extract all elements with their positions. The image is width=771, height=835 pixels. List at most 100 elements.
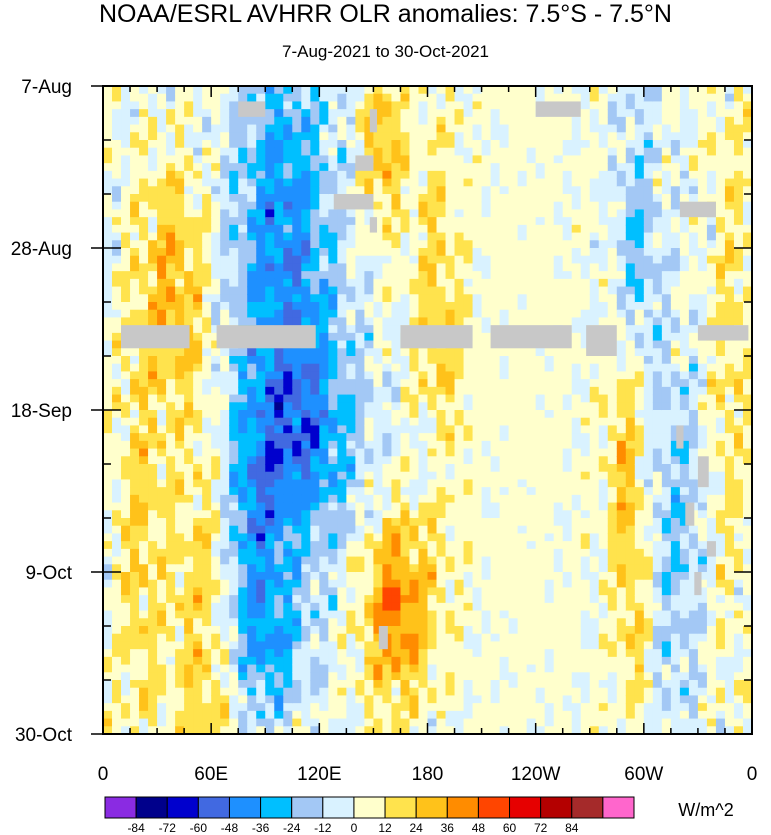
- heatmap-cell: [175, 155, 185, 164]
- heatmap-cell: [454, 464, 465, 473]
- heatmap-cell: [265, 309, 275, 319]
- heatmap-cell: [589, 464, 600, 473]
- heatmap-cell: [364, 248, 375, 257]
- heatmap-cell: [202, 194, 212, 203]
- heatmap-cell: [517, 170, 528, 180]
- heatmap-cell: [220, 471, 230, 481]
- heatmap-cell: [274, 363, 284, 373]
- heatmap-cell: [148, 618, 158, 627]
- heatmap-cell: [382, 695, 393, 704]
- heatmap-cell: [256, 116, 266, 126]
- heatmap-cell: [481, 464, 492, 473]
- heatmap-cell: [400, 271, 411, 280]
- heatmap-cell: [112, 186, 122, 195]
- heatmap-cell: [553, 703, 564, 712]
- heatmap-cell: [373, 124, 384, 133]
- heatmap-cell: [544, 687, 555, 697]
- heatmap-cell: [364, 394, 375, 403]
- heatmap-cell: [535, 533, 546, 542]
- heatmap-cell: [535, 618, 546, 627]
- heatmap-cell: [490, 579, 501, 589]
- heatmap-cell: [247, 556, 257, 565]
- heatmap-cell: [598, 464, 609, 473]
- heatmap-cell: [472, 402, 483, 411]
- heatmap-cell: [427, 680, 438, 689]
- heatmap-cell: [580, 641, 591, 650]
- heatmap-cell: [166, 587, 176, 596]
- heatmap-cell: [211, 726, 221, 734]
- heatmap-cell: [112, 471, 122, 481]
- heatmap-cell: [247, 641, 257, 650]
- heatmap-cell: [211, 533, 221, 542]
- heatmap-cell: [346, 248, 356, 257]
- heatmap-cell: [382, 687, 393, 697]
- heatmap-cell: [571, 672, 582, 681]
- heatmap-cell: [436, 294, 447, 303]
- heatmap-cell: [139, 641, 149, 650]
- heatmap-cell: [112, 132, 122, 141]
- heatmap-cell: [319, 379, 329, 388]
- heatmap-cell: [310, 710, 320, 720]
- heatmap-cell: [373, 572, 384, 581]
- heatmap-cell: [535, 518, 546, 527]
- heatmap-cell: [238, 317, 248, 326]
- heatmap-cell: [535, 286, 546, 295]
- heatmap-cell: [535, 386, 546, 396]
- heatmap-cell: [553, 178, 564, 187]
- heatmap-cell: [274, 510, 284, 519]
- heatmap-cell: [121, 271, 131, 280]
- heatmap-cell: [139, 494, 149, 504]
- heatmap-cell: [292, 641, 302, 650]
- heatmap-cell: [193, 248, 203, 257]
- heatmap-cell: [409, 178, 420, 187]
- heatmap-cell: [130, 302, 140, 311]
- heatmap-cell: [499, 317, 510, 326]
- heatmap-cell: [607, 286, 618, 295]
- heatmap-cell: [229, 556, 239, 565]
- heatmap-cell: [220, 556, 230, 565]
- heatmap-cell: [274, 356, 284, 365]
- heatmap-cell: [121, 695, 131, 704]
- heatmap-cell: [445, 124, 456, 133]
- heatmap-cell: [292, 471, 302, 481]
- heatmap-cell: [193, 579, 203, 589]
- heatmap-cell: [508, 579, 519, 589]
- heatmap-cell: [391, 672, 402, 681]
- heatmap-cell: [373, 394, 384, 403]
- heatmap-cell: [256, 155, 266, 164]
- heatmap-cell: [319, 309, 329, 319]
- heatmap-cell: [130, 464, 140, 473]
- heatmap-cell: [490, 440, 501, 450]
- heatmap-cell: [103, 140, 113, 149]
- heatmap-cell: [346, 687, 356, 697]
- heatmap-cell: [337, 456, 347, 465]
- heatmap-cell: [508, 687, 519, 697]
- heatmap-cell: [544, 641, 555, 650]
- heatmap-cell: [139, 440, 149, 450]
- heatmap-cell: [490, 479, 501, 488]
- heatmap-cell: [319, 325, 329, 334]
- heatmap-cell: [301, 525, 311, 535]
- heatmap-cell: [517, 417, 528, 427]
- heatmap-cell: [427, 633, 438, 643]
- heatmap-cell: [310, 541, 320, 550]
- heatmap-cell: [175, 556, 185, 565]
- heatmap-cell: [112, 224, 122, 234]
- heatmap-cell: [526, 587, 537, 596]
- heatmap-cell: [283, 271, 293, 280]
- heatmap-cell: [328, 332, 338, 342]
- heatmap-cell: [328, 510, 338, 519]
- heatmap-cell: [193, 602, 203, 612]
- heatmap-cell: [580, 93, 591, 103]
- heatmap-cell: [328, 718, 338, 727]
- heatmap-cell: [427, 525, 438, 535]
- heatmap-cell: [166, 309, 176, 319]
- heatmap-cell: [364, 232, 375, 241]
- heatmap-cell: [499, 248, 510, 257]
- heatmap-cell: [184, 664, 194, 673]
- heatmap-cell: [562, 132, 573, 141]
- heatmap-cell: [373, 518, 384, 527]
- heatmap-cell: [598, 417, 609, 427]
- heatmap-cell: [265, 448, 275, 457]
- heatmap-cell: [463, 271, 474, 280]
